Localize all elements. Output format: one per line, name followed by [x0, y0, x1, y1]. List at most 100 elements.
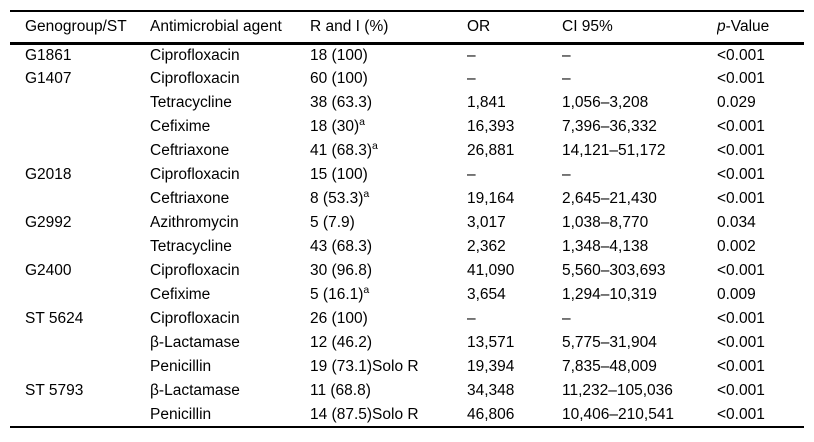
- cell-or: 3,017: [467, 214, 506, 231]
- cell-or: –: [467, 166, 476, 183]
- cell-genogroup: [10, 355, 150, 379]
- cell-genogroup: [10, 187, 150, 211]
- cell-genogroup: G2400: [25, 262, 72, 279]
- footnote-marker: a: [372, 139, 378, 152]
- cell-p-value: <0.001: [717, 166, 765, 183]
- table-row: Cefixime 18 (30)a 16,393 7,396–36,332 <0.001: [10, 115, 804, 139]
- cell-ci: 7,396–36,332: [562, 118, 657, 135]
- cell-genogroup: [10, 91, 150, 115]
- column-header-genogroup: Genogroup/ST: [10, 11, 150, 45]
- cell-genogroup: [10, 115, 150, 139]
- cell-agent: Ciprofloxacin: [150, 166, 240, 183]
- cell-ci: 5,560–303,693: [562, 262, 666, 279]
- column-header-p-value: p-Value: [717, 11, 804, 45]
- cell-or: 3,654: [467, 286, 506, 303]
- cell-genogroup: G1861: [25, 46, 72, 64]
- table-row: G1861 Ciprofloxacin 18 (100) – – <0.001: [10, 43, 804, 67]
- cell-or: 1,841: [467, 94, 506, 111]
- cell-r-and-i: 43 (68.3): [310, 238, 373, 255]
- cell-or: –: [467, 70, 476, 87]
- cell-ci: 2,645–21,430: [562, 190, 657, 207]
- cell-genogroup: [10, 139, 150, 163]
- cell-r-and-i: 18 (30)a: [310, 115, 365, 135]
- cell-p-value: <0.001: [717, 190, 765, 207]
- cell-p-value: <0.001: [717, 382, 765, 399]
- cell-ci: –: [562, 166, 571, 183]
- cell-p-value: <0.001: [717, 118, 765, 135]
- cell-or: –: [467, 46, 476, 64]
- cell-or: 19,394: [467, 358, 515, 375]
- table-row: Cefixime 5 (16.1)a 3,654 1,294–10,319 0.009: [10, 283, 804, 307]
- column-header-or: OR: [467, 11, 562, 45]
- cell-ci: 1,038–8,770: [562, 214, 649, 231]
- column-header-ci: CI 95%: [562, 11, 717, 45]
- cell-or: 2,362: [467, 238, 506, 255]
- cell-agent: Ceftriaxone: [150, 190, 230, 207]
- table-row: ST 5624 Ciprofloxacin 26 (100) – – <0.001: [10, 307, 804, 331]
- cell-p-value: <0.001: [717, 358, 765, 375]
- cell-genogroup: G2018: [25, 166, 72, 183]
- cell-agent: β-Lactamase: [150, 382, 240, 399]
- cell-p-value: 0.034: [717, 214, 756, 231]
- cell-r-and-i: 12 (46.2): [310, 334, 373, 351]
- cell-p-value: 0.029: [717, 94, 756, 111]
- cell-or: 26,881: [467, 142, 515, 159]
- column-header-r-and-i: R and I (%): [310, 11, 467, 45]
- cell-or: 16,393: [467, 118, 515, 135]
- cell-p-value: <0.001: [717, 142, 765, 159]
- cell-agent: Cefixime: [150, 286, 211, 303]
- cell-agent: Ceftriaxone: [150, 142, 230, 159]
- cell-ci: –: [562, 46, 571, 64]
- p-value-label-rest: -Value: [725, 17, 770, 35]
- cell-r-and-i: 14 (87.5)Solo R: [310, 405, 419, 423]
- cell-genogroup: ST 5793: [25, 382, 84, 399]
- footnote-marker: a: [363, 283, 370, 296]
- footnote-marker: a: [363, 187, 370, 200]
- p-value-italic-p: p: [717, 17, 726, 35]
- cell-r-and-i: 30 (96.8): [310, 262, 373, 279]
- cell-r-and-i: 8 (53.3)a: [310, 187, 370, 207]
- column-header-agent: Antimicrobial agent: [150, 11, 310, 45]
- cell-ci: 10,406–210,541: [562, 405, 675, 423]
- cell-r-and-i: 38 (63.3): [310, 94, 373, 111]
- table-row: Penicillin 19 (73.1)Solo R 19,394 7,835–48,…: [10, 355, 804, 379]
- table-row: G2400 Ciprofloxacin 30 (96.8) 41,090 5,560–3…: [10, 259, 804, 283]
- cell-ci: –: [562, 70, 571, 87]
- cell-p-value: <0.001: [717, 70, 765, 87]
- cell-or: 46,806: [467, 405, 515, 423]
- cell-ci: 5,775–31,904: [562, 334, 657, 351]
- table-row: Ceftriaxone 41 (68.3)a 26,881 14,121–51,172…: [10, 139, 804, 163]
- cell-agent: Tetracycline: [150, 94, 232, 111]
- cell-r-and-i: 60 (100): [310, 70, 368, 87]
- cell-r-and-i: 5 (16.1)a: [310, 283, 370, 303]
- cell-r-and-i: 15 (100): [310, 166, 368, 183]
- table-row: G1407 Ciprofloxacin 60 (100) – – <0.001: [10, 67, 804, 91]
- cell-ci: 1,056–3,208: [562, 94, 649, 111]
- cell-agent: β-Lactamase: [150, 334, 240, 351]
- footnote-marker: a: [359, 115, 365, 128]
- cell-p-value: <0.001: [717, 262, 765, 279]
- cell-genogroup: G2992: [25, 214, 72, 231]
- cell-agent: Azithromycin: [150, 214, 239, 231]
- cell-genogroup: [10, 235, 150, 259]
- table-row: Tetracycline 43 (68.3) 2,362 1,348–4,138 0.0…: [10, 235, 804, 259]
- cell-r-and-i: 11 (68.8): [310, 382, 371, 399]
- table-row: Penicillin 14 (87.5)Solo R 46,806 10,406–21…: [10, 403, 804, 427]
- cell-or: 41,090: [467, 262, 515, 279]
- cell-agent: Ciprofloxacin: [150, 70, 240, 87]
- cell-p-value: 0.002: [717, 238, 756, 255]
- cell-agent: Penicillin: [150, 358, 212, 375]
- cell-p-value: <0.001: [717, 46, 765, 64]
- cell-p-value: <0.001: [717, 405, 765, 423]
- cell-p-value: 0.009: [717, 286, 756, 303]
- cell-genogroup: [10, 403, 150, 427]
- cell-genogroup: [10, 283, 150, 307]
- table-row: Ceftriaxone 8 (53.3)a 19,164 2,645–21,430 <0…: [10, 187, 804, 211]
- cell-agent: Ciprofloxacin: [150, 310, 240, 327]
- cell-ci: –: [562, 310, 571, 327]
- cell-genogroup: ST 5624: [25, 310, 84, 327]
- cell-or: 13,571: [467, 334, 515, 351]
- cell-agent: Tetracycline: [150, 238, 232, 255]
- table-row: ST 5793 β-Lactamase 11 (68.8) 34,348 11,232–…: [10, 379, 804, 403]
- antimicrobial-resistance-table: Genogroup/ST Antimicrobial agent R and I…: [10, 10, 804, 428]
